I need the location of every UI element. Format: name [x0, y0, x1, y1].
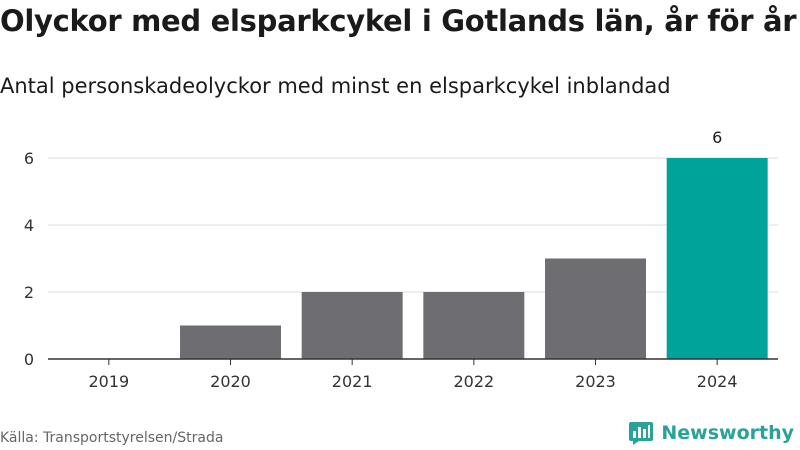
y-tick-label: 4	[24, 216, 34, 235]
y-tick-label: 0	[24, 350, 34, 369]
brand-name: Newsworthy	[661, 422, 794, 444]
source-note: Källa: Transportstyrelsen/Strada	[0, 430, 224, 446]
grid-lines	[48, 157, 778, 293]
x-tick-label: 2023	[575, 372, 616, 391]
bar-2023	[545, 258, 646, 359]
x-tick-label: 2022	[453, 372, 494, 391]
chart-subtitle: Antal personskadeolyckor med minst en el…	[0, 74, 671, 98]
data-label: 6	[712, 128, 722, 147]
x-tick-label: 2019	[88, 372, 129, 391]
bar-2024	[666, 158, 768, 359]
x-tick-label: 2020	[210, 372, 251, 391]
x-axis-ticks: 2019 2020 2021 2022 2023 2024	[88, 359, 738, 391]
chart-title: Olyckor med elsparkcykel i Gotlands län,…	[0, 4, 797, 38]
bar-2020	[180, 325, 281, 359]
bar-2022	[423, 292, 525, 359]
bar-chart: 0 2 4 6 6 2019 2020 2021 2022 2023 2024	[24, 128, 778, 391]
y-tick-label: 2	[24, 283, 34, 302]
data-labels: 6	[712, 128, 722, 147]
newsworthy-brand[interactable]: Newsworthy	[628, 420, 794, 446]
bars	[180, 158, 768, 359]
newsworthy-logo-icon	[629, 422, 654, 445]
y-axis-ticks: 0 2 4 6	[24, 149, 34, 369]
y-tick-label: 6	[24, 149, 34, 168]
x-tick-label: 2021	[332, 372, 373, 391]
bar-2021	[301, 292, 403, 359]
x-tick-label: 2024	[697, 372, 738, 391]
